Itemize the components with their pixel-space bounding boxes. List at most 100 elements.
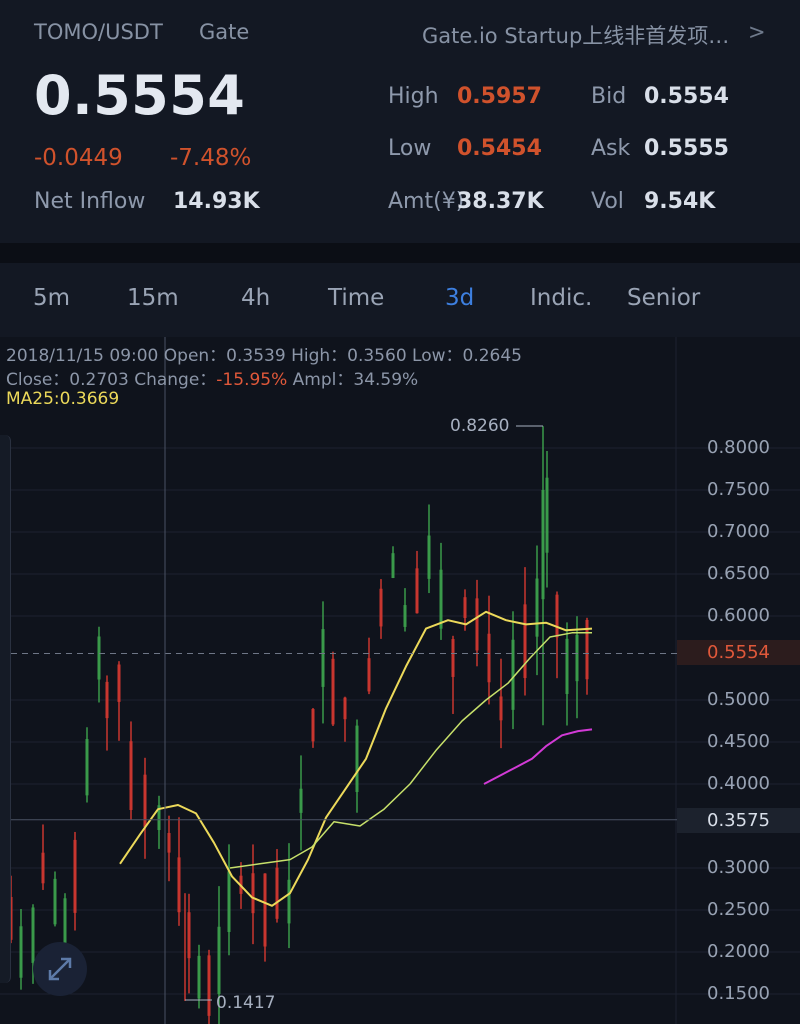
pair-name: TOMO/USDT [34, 20, 163, 44]
candle-close-text: Close：0.2703 Change： [6, 370, 217, 390]
candle-body [311, 709, 315, 742]
candle-body [391, 553, 395, 579]
tab-indicators[interactable]: Indic. [530, 285, 593, 311]
ask-label: Ask [591, 136, 631, 161]
price-change: -0.0449 [34, 145, 123, 171]
candle-body [227, 871, 231, 932]
candle-body [31, 907, 35, 963]
tab-4h[interactable]: 4h [241, 285, 271, 311]
amount-label: Amt(¥) [388, 189, 465, 214]
ma3-line [483, 728, 593, 785]
side-drawer-handle[interactable] [0, 435, 11, 983]
candle-body [555, 594, 559, 638]
bid-value: 0.5554 [644, 84, 729, 109]
candle-body [167, 832, 171, 853]
candle-body [143, 774, 147, 827]
net-inflow-value: 14.93K [173, 189, 260, 214]
candle-body [463, 597, 467, 619]
tab-senior[interactable]: Senior [627, 285, 701, 311]
low-label: Low [388, 136, 432, 161]
y-tick-label: 0.1500 [707, 983, 770, 1004]
candle-body [177, 857, 181, 913]
candle-body [565, 638, 569, 694]
candle-ampl-text: Ampl：34.59% [287, 370, 419, 390]
tab-5m[interactable]: 5m [33, 285, 71, 311]
candle-body [117, 664, 121, 702]
candle-body [321, 629, 325, 687]
min-price-label: 0.1417 [216, 993, 276, 1013]
candle-body [129, 741, 133, 810]
candlestick-chart[interactable]: 2018/11/15 09:00 Open：0.3539 High：0.3560… [0, 337, 800, 1024]
current-price-label: 0.5554 [707, 642, 770, 663]
tab-time[interactable]: Time [328, 285, 385, 311]
ask-value: 0.5555 [644, 136, 729, 161]
chevron-right-icon[interactable]: > [748, 20, 766, 44]
current-price-marker [677, 640, 800, 665]
y-tick-label: 0.7500 [707, 479, 770, 500]
candle-body [263, 873, 267, 947]
candle-body [19, 926, 23, 978]
amount-value: 38.37K [457, 189, 544, 214]
y-tick-label: 0.8000 [707, 437, 770, 458]
y-tick-label: 0.5000 [707, 689, 770, 710]
candle-body [73, 839, 77, 913]
high-value: 0.5957 [457, 84, 542, 109]
candle-body [545, 477, 549, 553]
y-tick-label: 0.2000 [707, 941, 770, 962]
ma2-line [229, 632, 592, 869]
candle-body [251, 873, 255, 914]
net-inflow-label: Net Inflow [34, 189, 146, 214]
expand-icon [48, 957, 72, 981]
candle-body [427, 535, 431, 579]
candle-body [105, 681, 109, 719]
tab-15m[interactable]: 15m [127, 285, 179, 311]
candle-body [9, 896, 13, 940]
candle-body [287, 879, 291, 924]
candle-body [63, 898, 67, 973]
chart-canvas [0, 337, 800, 1024]
candle-body [487, 633, 491, 683]
candle-body [439, 569, 443, 629]
high-label: High [388, 84, 439, 109]
candle-body [355, 725, 359, 792]
candle-body [475, 598, 479, 651]
ma25-value: MA25:0.3669 [6, 389, 120, 409]
candle-body [217, 926, 221, 995]
news-link[interactable]: Gate.io Startup上线非首发项… [422, 24, 730, 48]
candle-body [575, 634, 579, 682]
y-tick-label: 0.4500 [707, 731, 770, 752]
candle-body [85, 739, 89, 796]
section-divider [0, 243, 800, 263]
ticker-panel: TOMO/USDT Gate Gate.io Startup上线非首发项… > … [0, 0, 800, 243]
candle-body [275, 867, 279, 919]
candle-body [585, 619, 589, 680]
tab-3d[interactable]: 3d [445, 285, 475, 311]
candle-body [523, 604, 527, 679]
candle-body [331, 658, 335, 725]
expand-button[interactable] [33, 942, 87, 996]
candle-body [207, 955, 211, 1016]
candle-body [499, 696, 503, 721]
candle-body [403, 605, 407, 627]
candle-info-line2: Close：0.2703 Change：-15.95% Ampl：34.59% [6, 365, 418, 390]
candle-body [299, 788, 303, 813]
candle-info-line1: 2018/11/15 09:00 Open：0.3539 High：0.3560… [6, 346, 522, 366]
candle-body [41, 852, 45, 884]
y-tick-label: 0.2500 [707, 899, 770, 920]
last-price: 0.5554 [34, 64, 246, 127]
ma1-line [119, 610, 593, 907]
candle-body [53, 878, 57, 925]
exchange-name: Gate [199, 20, 250, 44]
low-value: 0.5454 [457, 136, 542, 161]
volume-label: Vol [591, 189, 624, 214]
crosshair-price-marker [677, 808, 800, 833]
candle-body [541, 490, 545, 600]
crosshair-price-label: 0.3575 [707, 810, 770, 831]
y-tick-label: 0.4000 [707, 773, 770, 794]
candle-body [157, 805, 161, 830]
y-tick-label: 0.6000 [707, 605, 770, 626]
max-price-label: 0.8260 [450, 416, 510, 436]
y-tick-label: 0.6500 [707, 563, 770, 584]
candle-body [415, 568, 419, 614]
volume-value: 9.54K [644, 189, 716, 214]
